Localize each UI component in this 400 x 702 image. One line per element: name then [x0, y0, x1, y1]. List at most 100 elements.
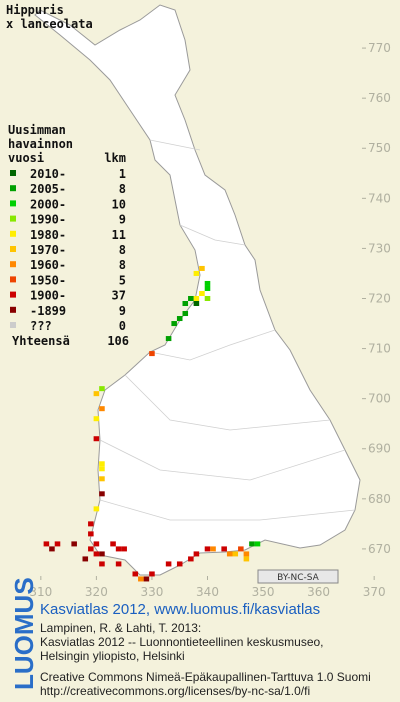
legend-count-heading: lkm [104, 151, 126, 165]
region-borders [99, 139, 356, 521]
record-square [176, 561, 183, 567]
record-square [193, 551, 200, 557]
y-tick-label: 710 [368, 342, 391, 356]
legend-swatch [10, 246, 16, 252]
y-tick-label: 720 [368, 291, 391, 305]
record-square [171, 321, 177, 327]
legend-swatch [10, 291, 16, 298]
record-square [176, 316, 183, 322]
license-badge-text: BY-NC-SA [277, 573, 320, 583]
legend-label: ??? [30, 319, 52, 333]
record-square [165, 561, 172, 567]
license-line: http://creativecommons.org/licenses/by-n… [40, 684, 310, 698]
record-square [226, 551, 233, 557]
legend-count: 9 [119, 213, 126, 227]
legend-heading: vuosi [8, 151, 44, 165]
record-square [199, 265, 205, 271]
record-square [193, 270, 200, 276]
legend-label: 2010- [30, 167, 66, 181]
legend-count: 9 [119, 304, 126, 318]
link[interactable]: Kasviatlas 2012, www.luomus.fi/kasviatla… [40, 601, 320, 618]
record-square [243, 551, 250, 557]
y-tick-label: 680 [368, 492, 391, 506]
record-square [93, 391, 100, 397]
record-square [88, 531, 94, 537]
x-tick-label: 370 [363, 585, 386, 599]
legend-label: 2000- [30, 197, 66, 211]
legend-total: 106 [107, 334, 129, 348]
record-square [54, 541, 61, 547]
record-square [93, 506, 100, 512]
license-line: Creative Commons Nimeä-Epäkaupallinen-Ta… [40, 670, 371, 684]
logo: LUOMUS [9, 577, 39, 690]
record-square [121, 546, 127, 552]
record-square [243, 556, 250, 562]
x-tick-label: 350 [252, 585, 275, 599]
record-square [99, 561, 105, 567]
x-tick-label: 310 [29, 585, 52, 599]
legend-heading: havainnon [8, 137, 73, 151]
legend-swatch [10, 322, 16, 328]
legend-label: 1960- [30, 258, 66, 272]
legend-swatch [10, 230, 16, 237]
legend-count: 10 [112, 197, 126, 211]
legend-label: 1980- [30, 228, 66, 242]
record-square [232, 551, 239, 557]
legend-swatch [10, 306, 16, 313]
y-tick-label: 770 [368, 41, 391, 55]
record-square [99, 476, 105, 482]
record-square [93, 541, 100, 547]
legend-swatch [10, 276, 16, 283]
record-square [99, 386, 105, 392]
record-square [204, 295, 211, 301]
record-square [143, 576, 150, 582]
record-square [93, 416, 100, 422]
record-square [182, 311, 189, 317]
legend-count: 37 [112, 289, 126, 303]
citation-line: Helsingin yliopisto, Helsinki [40, 649, 185, 663]
x-tick-label: 330 [140, 585, 163, 599]
legend-count: 5 [119, 273, 126, 287]
record-square [99, 406, 105, 412]
record-square [71, 541, 77, 547]
y-tick-label: 760 [368, 91, 391, 105]
legend-swatch [10, 261, 16, 268]
record-square [88, 521, 94, 527]
record-square [193, 295, 200, 301]
citation-line: Lampinen, R. & Lahti, T. 2013: [40, 621, 201, 635]
record-square [43, 541, 50, 547]
y-tick-label: 750 [368, 141, 391, 155]
title-line: Hippuris [6, 3, 64, 17]
record-square [199, 290, 205, 296]
record-square [182, 300, 189, 307]
country-outline [34, 4, 361, 576]
citation-line: Kasviatlas 2012 -- Luonnontieteellinen k… [40, 635, 324, 649]
license-badge [257, 569, 339, 584]
record-square [149, 571, 155, 577]
x-tick-label: 320 [85, 585, 108, 599]
y-tick-label: 690 [368, 442, 391, 456]
record-square [238, 546, 244, 552]
legend-count: 8 [119, 258, 126, 272]
record-square [254, 541, 261, 547]
legend-label: 1950- [30, 273, 66, 287]
legend-count: 11 [112, 228, 126, 242]
y-tick-label: 670 [368, 542, 391, 556]
record-square [99, 491, 105, 497]
legend-swatch [10, 170, 16, 176]
legend-count: 8 [119, 182, 126, 196]
record-square [210, 546, 216, 552]
legend-heading: Uusimman [8, 123, 66, 137]
record-square [115, 561, 122, 567]
legend-count: 8 [119, 243, 126, 257]
legend-label: 1970- [30, 243, 66, 257]
y-tick-label: 700 [368, 392, 391, 406]
record-square [99, 551, 105, 557]
x-tick-label: 360 [307, 585, 330, 599]
record-square [204, 546, 211, 552]
y-tick-label: 740 [368, 191, 391, 205]
title-line: x lanceolata [6, 17, 93, 31]
x-tick-label: 340 [196, 585, 219, 599]
record-square [188, 556, 194, 562]
